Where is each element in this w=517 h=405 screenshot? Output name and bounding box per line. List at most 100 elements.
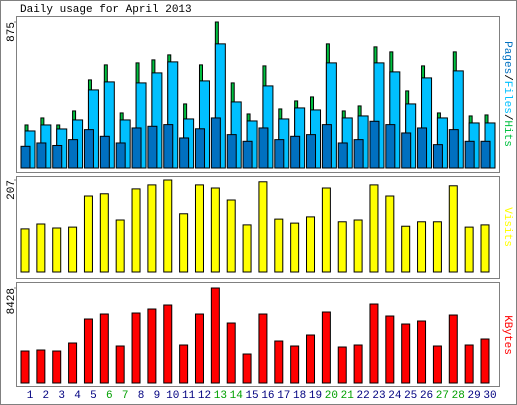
bar [321, 311, 331, 384]
bar [432, 221, 442, 273]
bar [353, 139, 364, 169]
legend-entry: Files [501, 81, 513, 114]
bar [115, 219, 125, 273]
legend-separator: / [501, 74, 513, 81]
bar [274, 340, 284, 384]
y-tick-label: 207 [6, 180, 18, 200]
legend-entry: KBytes [501, 315, 513, 355]
bar [131, 312, 141, 384]
bar [274, 139, 285, 169]
x-tick-label: 20 [325, 390, 338, 402]
bar [274, 218, 284, 273]
x-tick-label: 17 [277, 390, 290, 402]
bar [432, 144, 443, 169]
bar [52, 144, 63, 169]
bar [369, 184, 379, 273]
bar [83, 129, 94, 169]
x-tick-label: 11 [182, 390, 196, 402]
bar [68, 342, 78, 384]
bar [448, 129, 459, 169]
legend-separator: / [501, 114, 513, 121]
x-tick-label: 29 [468, 390, 481, 402]
bar [290, 135, 301, 169]
bar [68, 139, 79, 169]
bar [417, 127, 428, 169]
x-tick-label: 1 [27, 390, 34, 402]
bar [131, 188, 141, 273]
x-tick-label: 18 [293, 390, 306, 402]
bar [194, 313, 204, 384]
bar [147, 308, 157, 384]
bar [83, 318, 93, 384]
bar [36, 223, 46, 273]
bar [480, 140, 491, 169]
bar [417, 221, 427, 273]
bar [83, 195, 93, 273]
bar [306, 216, 316, 273]
bar [353, 219, 363, 273]
bar [147, 125, 158, 169]
bar [385, 315, 395, 384]
x-tick-label: 21 [341, 390, 355, 402]
bar [163, 124, 174, 169]
bar [179, 344, 189, 384]
bar [480, 224, 490, 273]
bar [258, 313, 268, 384]
bar [131, 127, 142, 169]
bar [464, 226, 474, 273]
x-tick-label: 22 [357, 390, 370, 402]
x-tick-label: 30 [483, 390, 496, 402]
bar [321, 124, 332, 169]
bar [226, 322, 236, 384]
bar [99, 135, 110, 169]
legend-entry: Hits [501, 120, 513, 146]
bar [52, 227, 62, 273]
bar [448, 185, 458, 273]
bar [369, 120, 380, 169]
x-tick-label: 10 [166, 390, 179, 402]
bar [226, 134, 237, 169]
bar [290, 345, 300, 384]
bar [210, 287, 220, 384]
x-tick-label: 12 [198, 390, 211, 402]
x-tick-label: 26 [420, 390, 433, 402]
bar [163, 179, 173, 273]
bar [353, 344, 363, 384]
bar [242, 224, 252, 273]
bar [210, 187, 220, 273]
bar [226, 199, 236, 273]
bar [337, 221, 347, 273]
x-tick-label: 28 [452, 390, 465, 402]
bar [179, 213, 189, 273]
bar [20, 145, 31, 169]
x-tick-label: 14 [230, 390, 244, 402]
bar [147, 184, 157, 273]
x-tick-label: 8 [138, 390, 145, 402]
bar [194, 184, 204, 273]
x-tick-label: 15 [245, 390, 258, 402]
bar [163, 304, 173, 384]
bar [115, 345, 125, 384]
bar [385, 195, 395, 273]
bar [99, 193, 109, 273]
x-tick-label: 4 [74, 390, 81, 402]
bar [258, 181, 268, 273]
bar [52, 350, 62, 384]
x-tick-label: 6 [106, 390, 113, 402]
bar [242, 140, 253, 169]
x-tick-label: 25 [404, 390, 417, 402]
bar [417, 320, 427, 384]
legend-entry: Visits [501, 207, 513, 247]
bar [480, 338, 490, 384]
bar [258, 127, 269, 169]
x-tick-label: 9 [154, 390, 161, 402]
y-tick-label: 875 [6, 22, 18, 42]
bar [242, 353, 252, 384]
bar [385, 124, 396, 169]
bar [68, 226, 78, 273]
bar [306, 134, 317, 169]
bar [464, 140, 475, 169]
y-tick-label: 8428 [6, 288, 18, 314]
bar [401, 225, 411, 273]
